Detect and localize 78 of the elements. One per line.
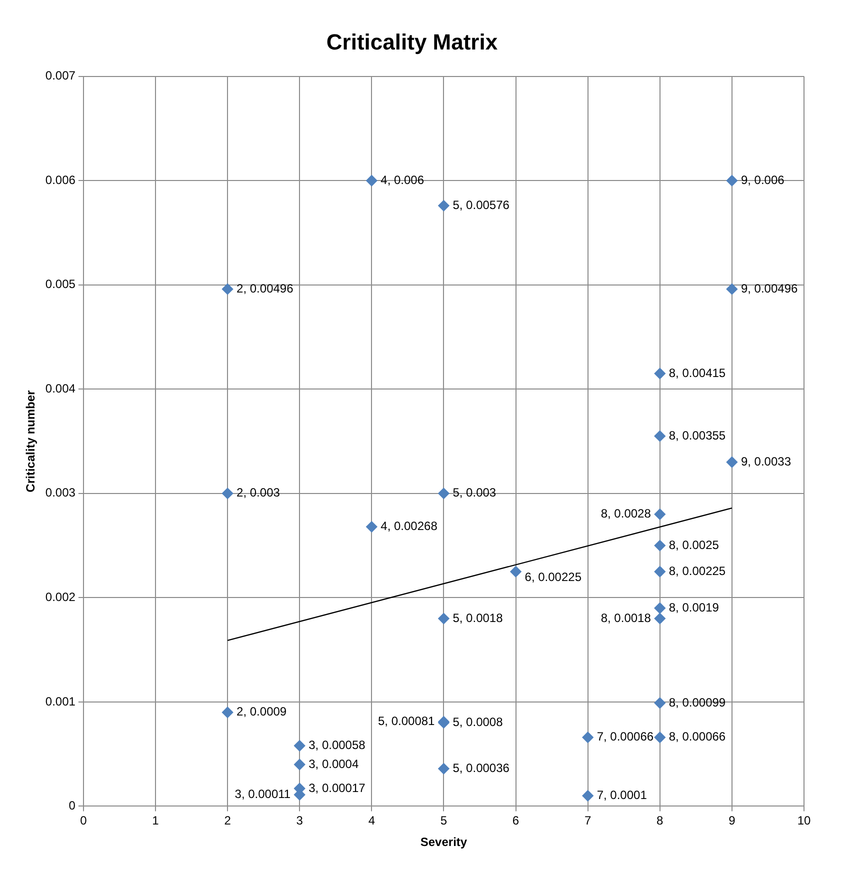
x-tick-label: 1	[152, 814, 160, 828]
chart-title: Criticality Matrix	[326, 29, 498, 54]
point	[726, 456, 738, 468]
point	[582, 732, 594, 743]
point	[366, 175, 378, 186]
x-tick-label: 3	[296, 814, 304, 828]
data-label: 2, 0.00496	[236, 281, 294, 296]
x-tick-label: 5	[440, 814, 448, 828]
point	[294, 740, 306, 752]
data-label: 8, 0.0025	[668, 538, 720, 552]
data-label: 3, 0.00017	[308, 780, 366, 795]
point	[654, 566, 666, 578]
data-label: 8, 0.0028	[600, 506, 652, 521]
data-label: 9, 0.0033	[740, 454, 792, 468]
data-label: 8, 0.00099	[668, 695, 726, 710]
point	[438, 488, 450, 500]
point	[654, 430, 666, 442]
x-tick-label: 6	[512, 814, 520, 828]
x-axis-title: Severity	[420, 835, 468, 850]
data-label: 4, 0.006	[380, 172, 424, 187]
data-label: 8, 0.0019	[668, 600, 720, 614]
point	[222, 706, 234, 718]
point	[438, 612, 450, 624]
point	[438, 763, 450, 774]
x-tick-label: 10	[797, 814, 811, 828]
data-label: 5, 0.0008	[452, 715, 504, 730]
point	[438, 200, 450, 212]
y-tick-label: 0.007	[45, 68, 76, 83]
data-label: 6, 0.00225	[524, 570, 582, 584]
point	[726, 175, 738, 186]
point	[726, 283, 738, 295]
y-axis-title: Criticality number	[24, 390, 38, 492]
y-tick-label: 0.005	[45, 277, 76, 292]
point	[582, 790, 594, 802]
y-tick-label: 0.002	[45, 590, 76, 604]
data-label: 7, 0.0001	[596, 788, 648, 802]
data-label: 5, 0.00036	[452, 760, 510, 775]
point	[222, 283, 234, 295]
y-tick-label: 0.006	[45, 172, 76, 187]
data-label: 8, 0.00415	[668, 366, 726, 380]
data-label: 2, 0.0009	[236, 704, 287, 719]
data-label: 4, 0.00268	[380, 519, 438, 534]
y-tick-label: 0.004	[45, 381, 76, 396]
point	[654, 732, 666, 743]
data-label: 9, 0.006	[740, 172, 785, 187]
x-tick-label: 8	[656, 814, 664, 828]
x-tick-label: 9	[728, 814, 736, 828]
point	[654, 540, 666, 552]
point	[654, 508, 666, 520]
point	[222, 488, 234, 500]
data-label: 3, 0.0004	[308, 756, 359, 771]
x-tick-label: 0	[80, 814, 88, 828]
x-tick-label: 7	[584, 814, 592, 828]
point	[294, 758, 306, 770]
y-tick-label: 0	[68, 798, 76, 813]
x-tick-label: 2	[224, 814, 232, 828]
data-label: 9, 0.00496	[740, 281, 798, 296]
y-tick-label: 0.003	[45, 486, 76, 500]
point	[654, 602, 666, 614]
point	[654, 612, 666, 624]
point	[366, 521, 378, 532]
point	[654, 368, 666, 380]
x-tick-label: 4	[368, 814, 376, 828]
data-label: 7, 0.00066	[596, 730, 654, 744]
data-label: 5, 0.0018	[452, 610, 504, 625]
data-label: 3, 0.00058	[308, 738, 366, 752]
data-label: 8, 0.0018	[600, 610, 652, 625]
data-label: 5, 0.00576	[452, 198, 510, 212]
data-label: 5, 0.00081	[378, 714, 436, 728]
data-label: 8, 0.00066	[668, 730, 726, 744]
data-label: 2, 0.003	[236, 486, 280, 500]
point	[654, 697, 666, 709]
data-label: 3, 0.00011	[234, 787, 291, 802]
y-tick-label: 0.001	[45, 694, 76, 708]
data-label: 8, 0.00355	[668, 428, 726, 442]
data-label: 5, 0.003	[452, 486, 496, 500]
data-label: 8, 0.00225	[668, 564, 726, 578]
point	[510, 566, 522, 578]
